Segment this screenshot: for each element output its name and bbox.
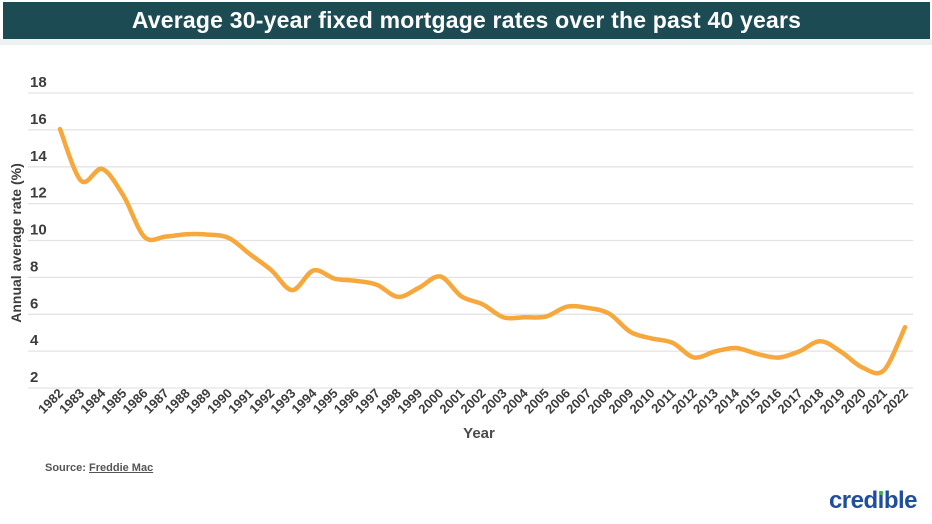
page-title: Average 30-year fixed mortgage rates ove… <box>131 7 802 33</box>
x-axis-title: Year <box>463 425 495 442</box>
rate-line-series <box>57 126 908 376</box>
y-tick-label: 16 <box>30 111 47 128</box>
y-tick-label: 4 <box>30 332 39 349</box>
y-tick-label: 6 <box>30 295 38 312</box>
y-tick-label: 10 <box>30 222 47 239</box>
title-divider <box>0 39 932 45</box>
y-tick-label: 2 <box>30 369 38 386</box>
source-link[interactable]: Freddie Mac <box>89 462 154 474</box>
credible-logo[interactable]: credı ble <box>828 487 918 515</box>
logo-text-post: ble <box>883 487 918 514</box>
logo-letter-i: ı <box>877 487 885 514</box>
chart-title-bar: Average 30-year fixed mortgage rates ove… <box>3 2 930 39</box>
y-tick-label: 8 <box>30 258 38 275</box>
logo-text-pre: cred <box>828 487 878 514</box>
source-note: Source: Freddie Mac <box>45 462 153 474</box>
y-tick-label: 14 <box>30 148 47 165</box>
y-tick-label: 12 <box>30 185 47 202</box>
y-tick-label: 18 <box>30 74 47 91</box>
source-prefix: Source: <box>45 462 90 474</box>
logo-green-dot-icon <box>878 490 884 495</box>
x-tick-label: 2022 <box>880 386 911 417</box>
